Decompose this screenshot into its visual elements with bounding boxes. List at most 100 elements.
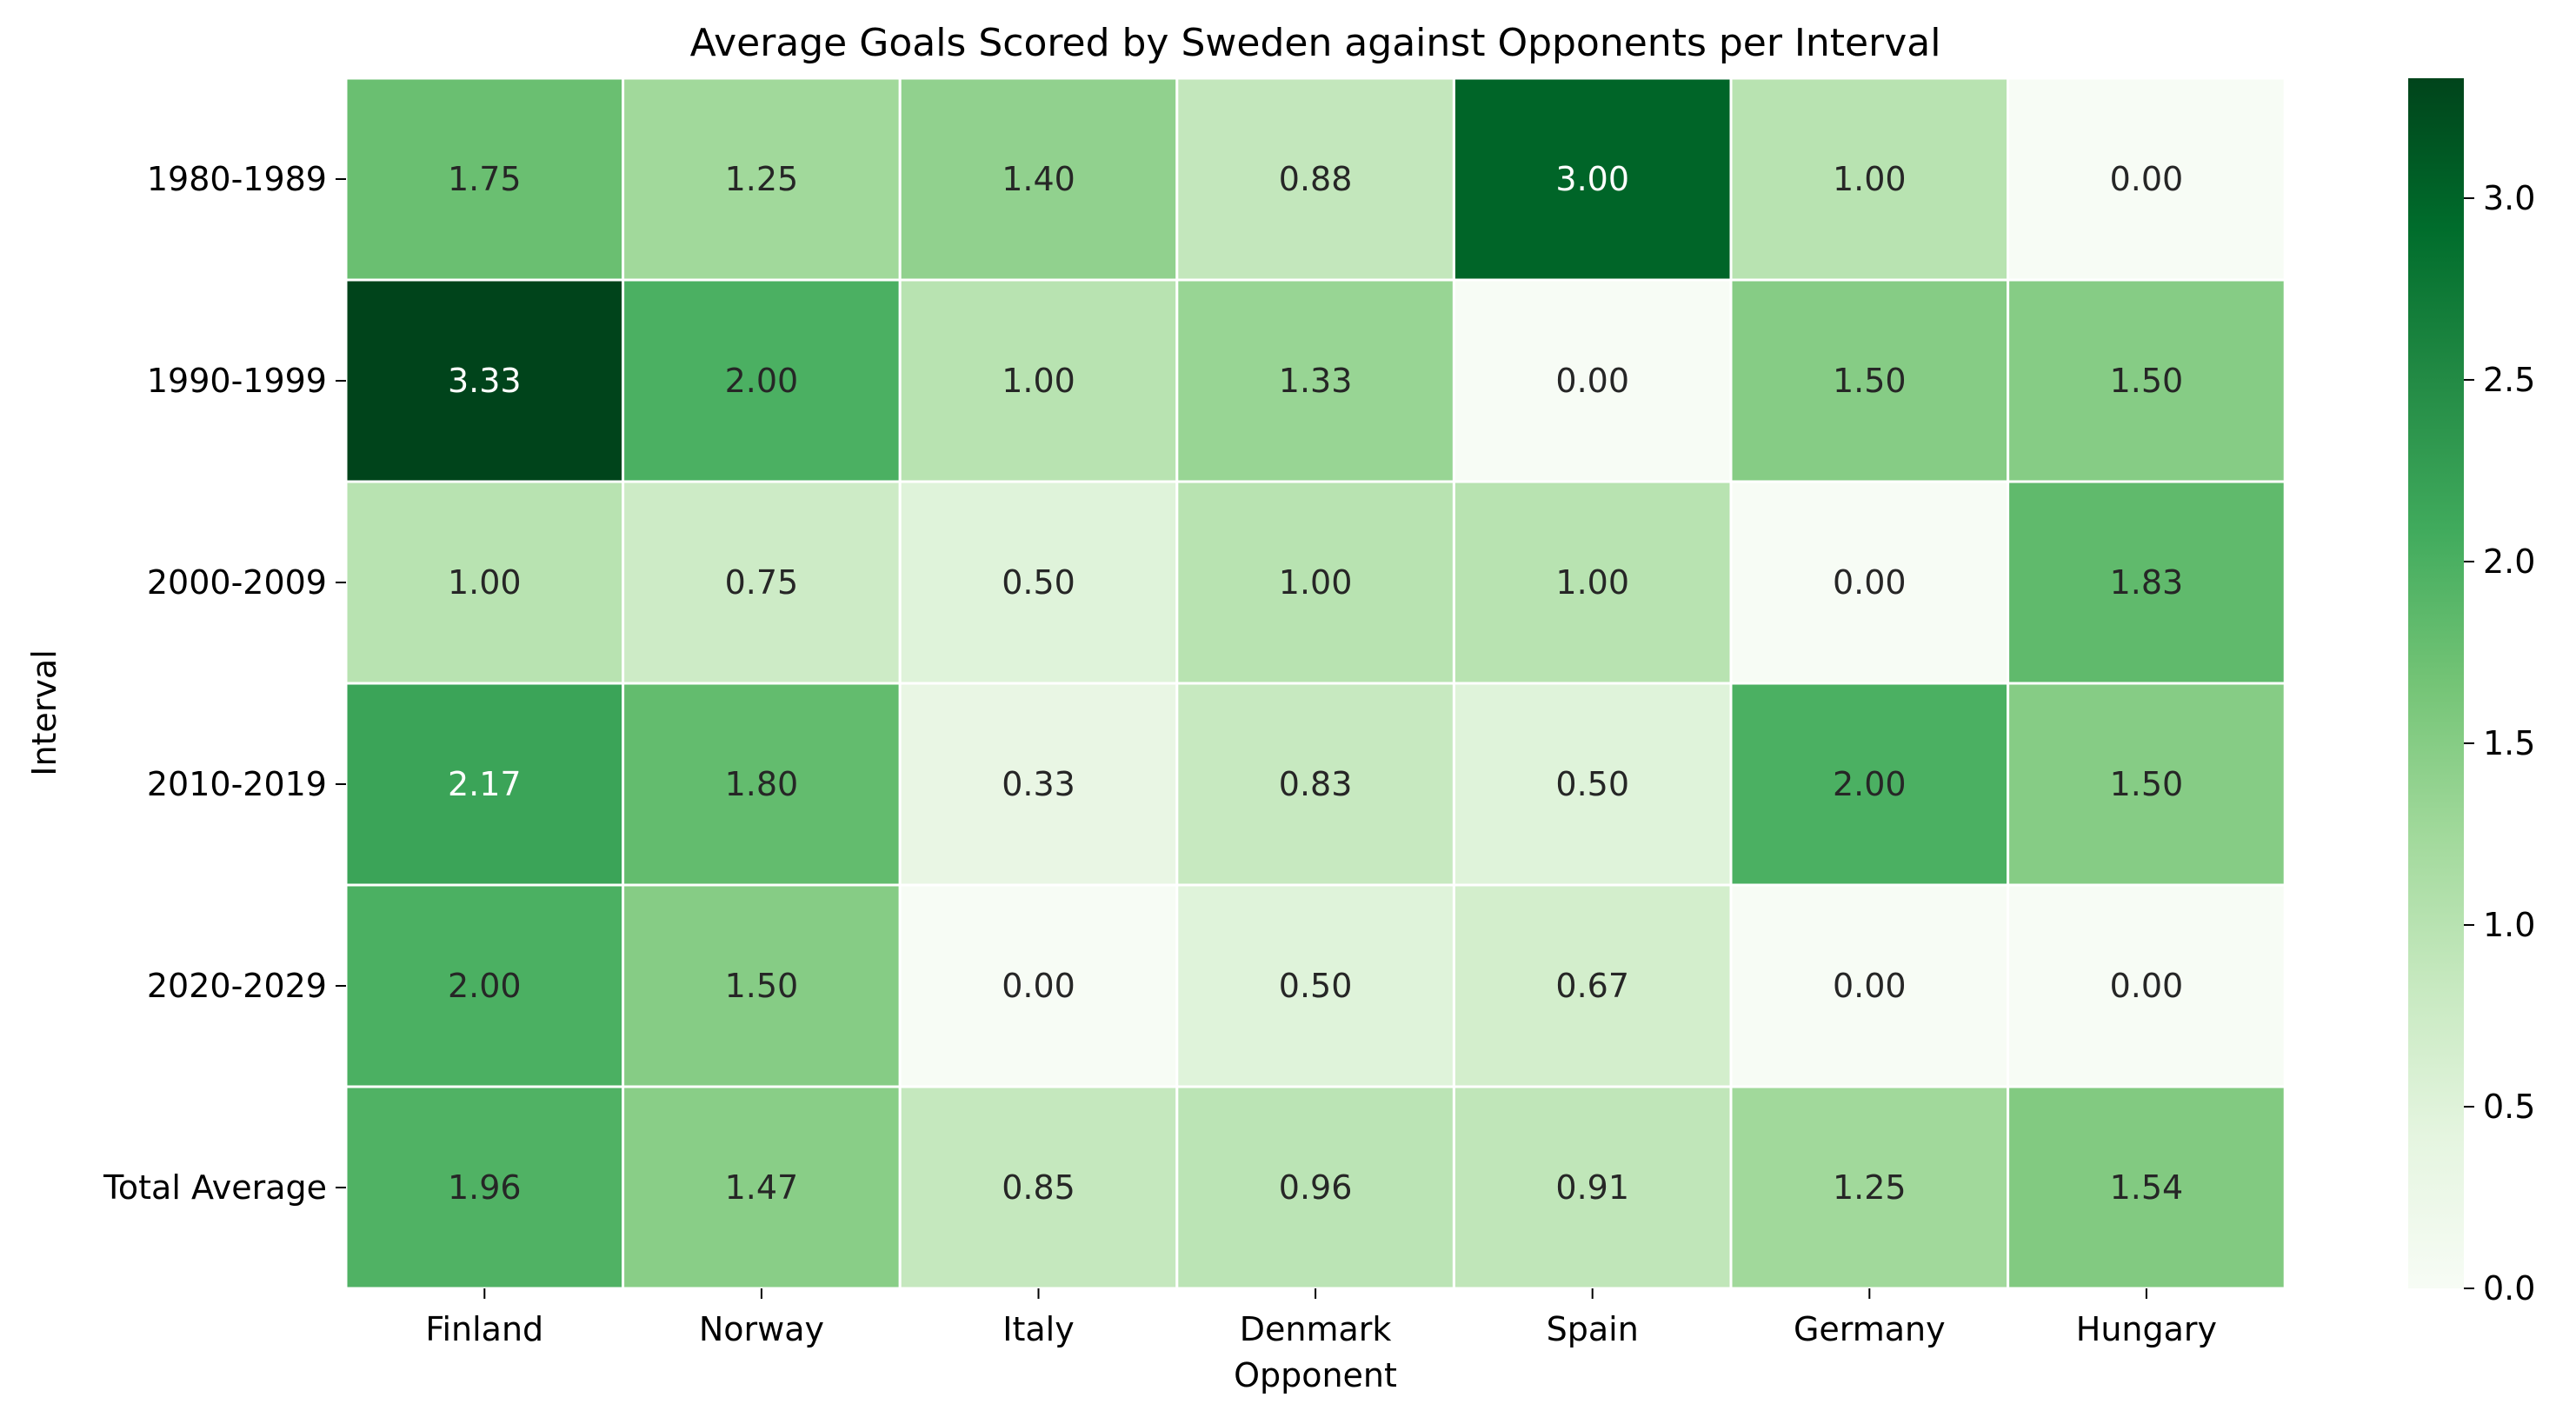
y-tick-label: Total Average — [103, 1168, 327, 1207]
x-tick-label: Norway — [699, 1310, 824, 1348]
heatmap-cell — [2007, 1085, 2286, 1290]
heatmap-cell — [622, 682, 902, 887]
heatmap-cell — [898, 77, 1179, 282]
cell-value-label: 1.00 — [1279, 563, 1353, 602]
cell-value-label: 0.96 — [1279, 1168, 1353, 1207]
heatmap-cell — [2007, 682, 2286, 887]
cell-value-label: 1.54 — [2110, 1168, 2184, 1207]
heatmap-cells — [344, 77, 2286, 1290]
heatmap-cell — [622, 480, 902, 685]
heatmap-cell — [1729, 480, 2010, 685]
y-axis-label: Interval — [25, 649, 63, 776]
colorbar-tick-label: 2.5 — [2483, 361, 2535, 399]
x-tick-label: Denmark — [1240, 1310, 1392, 1348]
y-tick-label: 1980-1989 — [147, 160, 327, 198]
heatmap-cell — [1452, 480, 1733, 685]
heatmap-cell — [1729, 278, 2010, 483]
heatmap-cell — [2007, 883, 2286, 1088]
colorbar-tick-label: 1.0 — [2483, 906, 2535, 944]
heatmap-cell — [2007, 278, 2286, 483]
cell-value-label: 0.83 — [1279, 765, 1353, 803]
colorbar-tick-label: 2.0 — [2483, 542, 2535, 581]
y-tick-label: 2020-2029 — [147, 967, 327, 1005]
cell-value-label: 0.00 — [1555, 362, 1629, 400]
x-axis-ticks: Finland Norway Italy Denmark Spain Germany Hun… — [425, 1288, 2217, 1348]
cell-value-label: 1.47 — [725, 1168, 799, 1207]
y-tick-label: 2000-2009 — [147, 563, 327, 602]
cell-value-label: 0.00 — [1002, 967, 1075, 1005]
x-tick-label: Italy — [1002, 1310, 1074, 1348]
heatmap-cell — [1452, 1085, 1733, 1290]
heatmap-cell — [344, 682, 625, 887]
cell-value-label: 1.96 — [448, 1168, 522, 1207]
cell-value-label: 1.75 — [448, 160, 522, 198]
colorbar-tick-label: 1.5 — [2483, 724, 2535, 762]
cell-value-label: 1.25 — [725, 160, 799, 198]
chart-title: Average Goals Scored by Sweden against O… — [690, 21, 1941, 65]
heatmap-cell — [344, 883, 625, 1088]
cell-value-label: 0.00 — [1833, 563, 1907, 602]
cell-value-label: 0.33 — [1002, 765, 1075, 803]
cell-value-label: 1.00 — [1002, 362, 1075, 400]
colorbar-gradient — [2408, 78, 2464, 1288]
colorbar: 0.0 0.5 1.0 1.5 2.0 2.5 3.0 — [2408, 78, 2535, 1308]
cell-value-label: 1.25 — [1833, 1168, 1907, 1207]
x-tick-label: Finland — [425, 1310, 543, 1348]
cell-value-label: 1.50 — [2110, 765, 2184, 803]
x-tick-label: Spain — [1547, 1310, 1639, 1348]
heatmap-cell — [898, 883, 1179, 1088]
heatmap-cell — [622, 77, 902, 282]
colorbar-tick-label: 0.0 — [2483, 1269, 2535, 1308]
heatmap-cell — [1175, 682, 1455, 887]
cell-value-label: 1.83 — [2110, 563, 2184, 602]
cell-value-labels: 1.75 1.25 1.40 0.88 3.00 1.00 0.00 3.33 2.00 1.00… — [448, 160, 2183, 1207]
cell-value-label: 1.50 — [2110, 362, 2184, 400]
cell-value-label: 1.33 — [1279, 362, 1353, 400]
heatmap-cell — [1175, 1085, 1455, 1290]
heatmap-cell — [1175, 77, 1455, 282]
cell-value-label: 0.00 — [1833, 967, 1907, 1005]
cell-value-label: 0.75 — [725, 563, 799, 602]
cell-value-label: 0.67 — [1555, 967, 1629, 1005]
heatmap-cell — [344, 480, 625, 685]
colorbar-tick-label: 3.0 — [2483, 179, 2535, 217]
heatmap-cell — [1729, 682, 2010, 887]
cell-value-label: 1.50 — [725, 967, 799, 1005]
cell-value-label: 1.80 — [725, 765, 799, 803]
cell-value-label: 3.33 — [448, 362, 522, 400]
cell-value-label: 0.91 — [1555, 1168, 1629, 1207]
heatmap-cell — [1729, 77, 2010, 282]
heatmap-cell — [1452, 278, 1733, 483]
cell-value-label: 0.50 — [1002, 563, 1075, 602]
heatmap-cell — [2007, 480, 2286, 685]
cell-value-label: 1.50 — [1833, 362, 1907, 400]
cell-value-label: 0.50 — [1279, 967, 1353, 1005]
cell-value-label: 1.00 — [448, 563, 522, 602]
cell-value-label: 2.00 — [1833, 765, 1907, 803]
cell-value-label: 0.50 — [1555, 765, 1629, 803]
cell-value-label: 3.00 — [1555, 160, 1629, 198]
y-tick-label: 1990-1999 — [147, 362, 327, 400]
x-tick-label: Hungary — [2076, 1310, 2217, 1348]
heatmap-cell — [898, 1085, 1179, 1290]
cell-value-label: 1.40 — [1002, 160, 1075, 198]
cell-value-label: 0.00 — [2110, 967, 2184, 1005]
cell-value-label: 2.17 — [448, 765, 522, 803]
cell-value-label: 2.00 — [448, 967, 522, 1005]
cell-value-label: 1.00 — [1833, 160, 1907, 198]
cell-value-label: 0.85 — [1002, 1168, 1075, 1207]
y-tick-label: 2010-2019 — [147, 765, 327, 803]
heatmap-cell — [898, 278, 1179, 483]
cell-value-label: 0.00 — [2110, 160, 2184, 198]
heatmap-cell — [344, 1085, 625, 1290]
heatmap-cell — [622, 1085, 902, 1290]
colorbar-tick-label: 0.5 — [2483, 1088, 2535, 1126]
heatmap-cell — [344, 77, 625, 282]
cell-value-label: 2.00 — [725, 362, 799, 400]
cell-value-label: 0.88 — [1279, 160, 1353, 198]
x-tick-label: Germany — [1794, 1310, 1946, 1348]
heatmap-cell — [1175, 480, 1455, 685]
y-axis-ticks: 1980-1989 1990-1999 2000-2009 2010-2019 2020… — [103, 160, 346, 1207]
